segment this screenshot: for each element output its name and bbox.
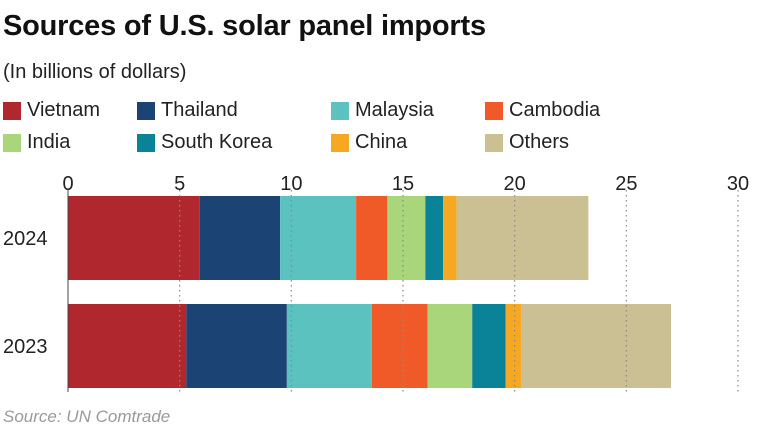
bar-segment-india-2023 [427,304,473,388]
legend-swatch [331,101,349,120]
legend-label: Cambodia [509,99,601,121]
bars: 2024 2023 [3,196,671,388]
legend-label: Vietnam [27,99,101,121]
bar-segment-thailand-2024 [199,196,281,280]
bar-segment-cambodia-2024 [356,196,388,280]
legend-item-vietnam: Vietnam [3,99,100,122]
chart-subtitle: (In billions of dollars) [3,61,187,83]
legend-label: Malaysia [355,99,434,121]
legend-swatch [331,133,349,152]
bar-segment-others-2023 [521,304,671,388]
bar-segment-others-2024 [456,196,589,280]
bar-segment-malaysia-2023 [286,304,372,388]
legend-swatch [485,133,503,152]
legend-swatch [485,101,503,120]
x-tick-label: 15 [392,173,414,195]
legend-item-others: Others [485,131,569,154]
legend-item-malaysia: Malaysia [331,99,434,122]
legend-item-thailand: Thailand [137,99,238,122]
legend-label: India [27,131,71,153]
x-tick-label: 0 [62,173,73,195]
legend-item-india: India [3,131,70,154]
x-axis-ticks: 0 5 10 15 20 25 30 [62,173,749,195]
legend-swatch [137,133,155,152]
chart-title: Sources of U.S. solar panel imports [3,10,486,42]
x-tick-label: 10 [280,173,302,195]
legend-swatch [3,101,21,120]
legend-swatch [137,101,155,120]
bar-segment-thailand-2023 [186,304,287,388]
legend: Vietnam Thailand Malaysia Cambodia India… [0,0,769,160]
legend-label: China [355,131,408,153]
source-note: Source: UN Comtrade [3,407,171,426]
bar-segment-china-2024 [443,196,457,280]
bar-segment-india-2024 [387,196,426,280]
x-tick-label: 5 [174,173,185,195]
legend-label: South Korea [161,131,273,153]
legend-swatch [3,133,21,152]
x-tick-label: 30 [727,173,749,195]
legend-label: Others [509,131,570,153]
bar-segment-vietnam-2024 [68,196,200,280]
legend-item-cambodia: Cambodia [485,99,600,122]
bar-segment-cambodia-2023 [371,304,428,388]
bar-segment-malaysia-2024 [280,196,357,280]
legend-label: Thailand [161,99,238,121]
category-label: 2024 [3,228,48,250]
legend-item-south-korea: South Korea [137,131,272,154]
bar-segment-china-2023 [505,304,522,388]
category-label: 2023 [3,336,48,358]
bar-segment-south-korea-2024 [425,196,444,280]
x-tick-label: 20 [504,173,526,195]
bar-segment-vietnam-2023 [68,304,187,388]
legend-item-china: China [331,131,407,154]
bar-segment-south-korea-2023 [472,304,506,388]
gridlines [179,190,739,392]
x-tick-label: 25 [615,173,637,195]
